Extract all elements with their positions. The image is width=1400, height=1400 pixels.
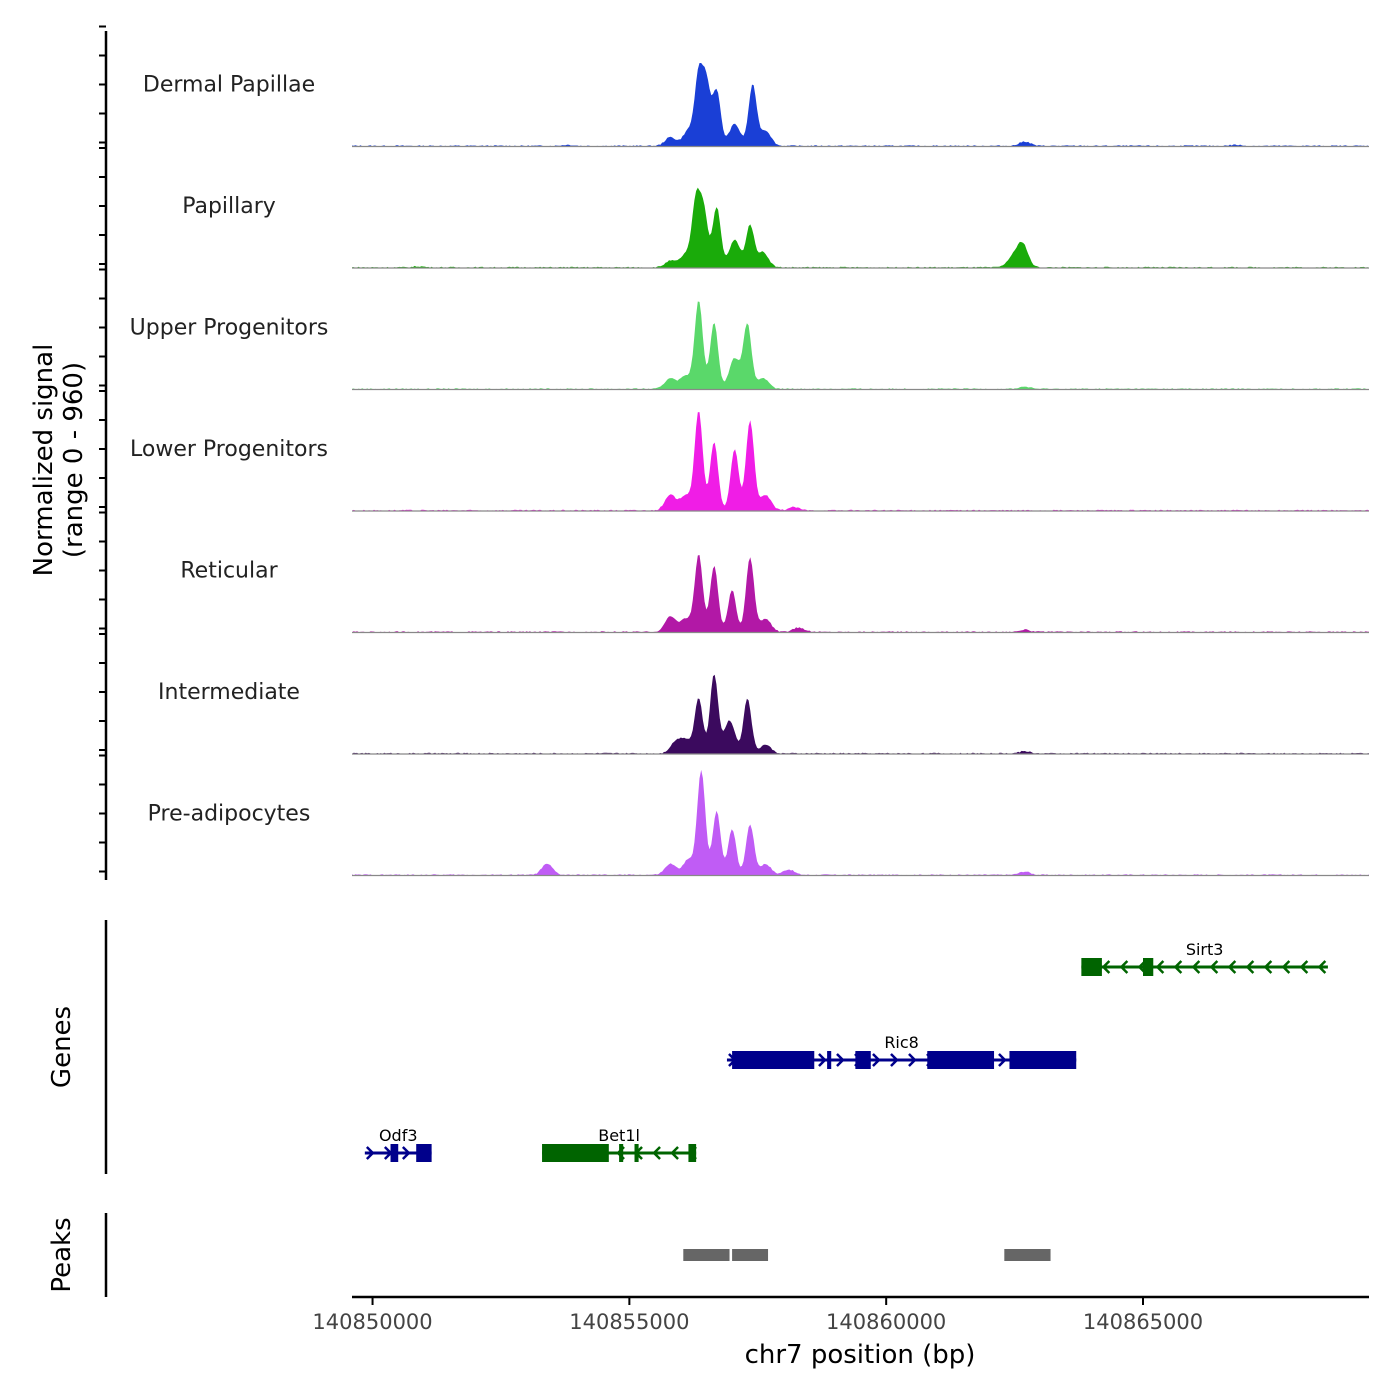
strand-arrow-icon [1155,960,1165,974]
gene-exon [416,1144,432,1162]
strand-arrow-icon [1317,960,1327,974]
strand-arrow-icon [365,1146,375,1160]
strand-arrow-icon [1209,960,1219,974]
gene-exon [1143,958,1154,976]
peak-region [732,1249,769,1261]
strand-arrow-icon [1245,960,1255,974]
strand-arrow-icon [1101,960,1111,974]
track-label: Dermal Papillae [143,73,315,98]
gene-label: Ric8 [884,1033,919,1052]
gene-exon [1009,1051,1077,1069]
gene-ric8: Ric8 [726,1033,1077,1069]
signal-area [352,674,1369,754]
strand-arrow-icon [1281,960,1291,974]
track-label: Upper Progenitors [130,316,329,341]
track-label: Pre-adipocytes [148,802,311,827]
signal-area [352,769,1369,876]
x-tick-label: 140865000 [1083,1310,1203,1334]
gene-label: Odf3 [379,1126,418,1145]
gene-exon [390,1144,399,1162]
x-tick-label: 140855000 [569,1310,689,1334]
gene-label: Sirt3 [1186,940,1224,959]
x-tick-label: 140860000 [826,1310,946,1334]
gene-odf3: Odf3 [364,1126,432,1162]
track-reticular: Reticular [180,555,1369,634]
signal-area [352,555,1369,633]
gene-models: Sirt3 Ric8 Odf3 Bet1l [364,940,1328,1162]
strand-arrow-icon [670,1146,679,1160]
gene-exon [855,1051,871,1069]
signal-area [352,412,1369,511]
signal-tracks: Dermal Papillae Papillary Upper Progenitor… [130,63,1369,877]
gene-exon [827,1051,832,1069]
strand-arrow-icon [401,1146,411,1160]
track-label: Papillary [182,194,276,219]
signal-area [352,187,1369,268]
peak-region [683,1249,730,1261]
peak-region [1004,1249,1051,1261]
strand-arrow-icon [1227,960,1237,974]
track-label: Reticular [180,559,278,584]
gene-exon [634,1144,639,1162]
strand-arrow-icon [818,1053,827,1067]
gene-label: Bet1l [598,1126,640,1145]
x-axis-ticks: 140850000 140855000 140860000 140865000 [312,1297,1203,1334]
signal-area [352,63,1369,147]
x-axis-title: chr7 position (bp) [745,1340,976,1370]
x-tick-label: 140850000 [312,1310,432,1334]
genes-axis-title: Genes [47,1006,77,1088]
track-papillary: Papillary [182,187,1369,269]
gene-exon [688,1144,697,1162]
y-axis-title-line2: (range 0 - 960) [59,362,89,558]
strand-arrow-icon [836,1053,845,1067]
track-upper-progenitors: Upper Progenitors [130,301,1369,391]
y-axis-title-line1: Normalized signal [29,344,59,577]
track-dermal-papillae: Dermal Papillae [143,63,1369,148]
strand-arrow-icon [652,1146,661,1160]
gene-exon [732,1051,815,1069]
gene-sirt3: Sirt3 [1081,940,1328,976]
signal-area [352,301,1369,390]
strand-arrow-icon [998,1053,1007,1067]
track-intermediate: Intermediate [158,674,1369,755]
track-label: Lower Progenitors [130,437,328,462]
signal-y-ticks [99,25,106,873]
gene-exon [927,1051,995,1069]
strand-arrow-icon [1299,960,1309,974]
gene-exon [1081,958,1102,976]
gene-exon [619,1144,624,1162]
track-pre-adipocytes: Pre-adipocytes [148,769,1369,877]
track-lower-progenitors: Lower Progenitors [130,412,1369,512]
strand-arrow-icon [1119,960,1129,974]
peak-regions [683,1249,1051,1261]
gene-bet1l: Bet1l [542,1126,697,1162]
strand-arrow-icon [1263,960,1273,974]
peaks-axis-title: Peaks [47,1217,77,1292]
strand-arrow-icon [908,1053,917,1067]
track-label: Intermediate [158,680,300,705]
strand-arrow-icon [872,1053,881,1067]
gene-exon [542,1144,609,1162]
strand-arrow-icon [1173,960,1183,974]
strand-arrow-icon [1191,960,1201,974]
strand-arrow-icon [890,1053,899,1067]
